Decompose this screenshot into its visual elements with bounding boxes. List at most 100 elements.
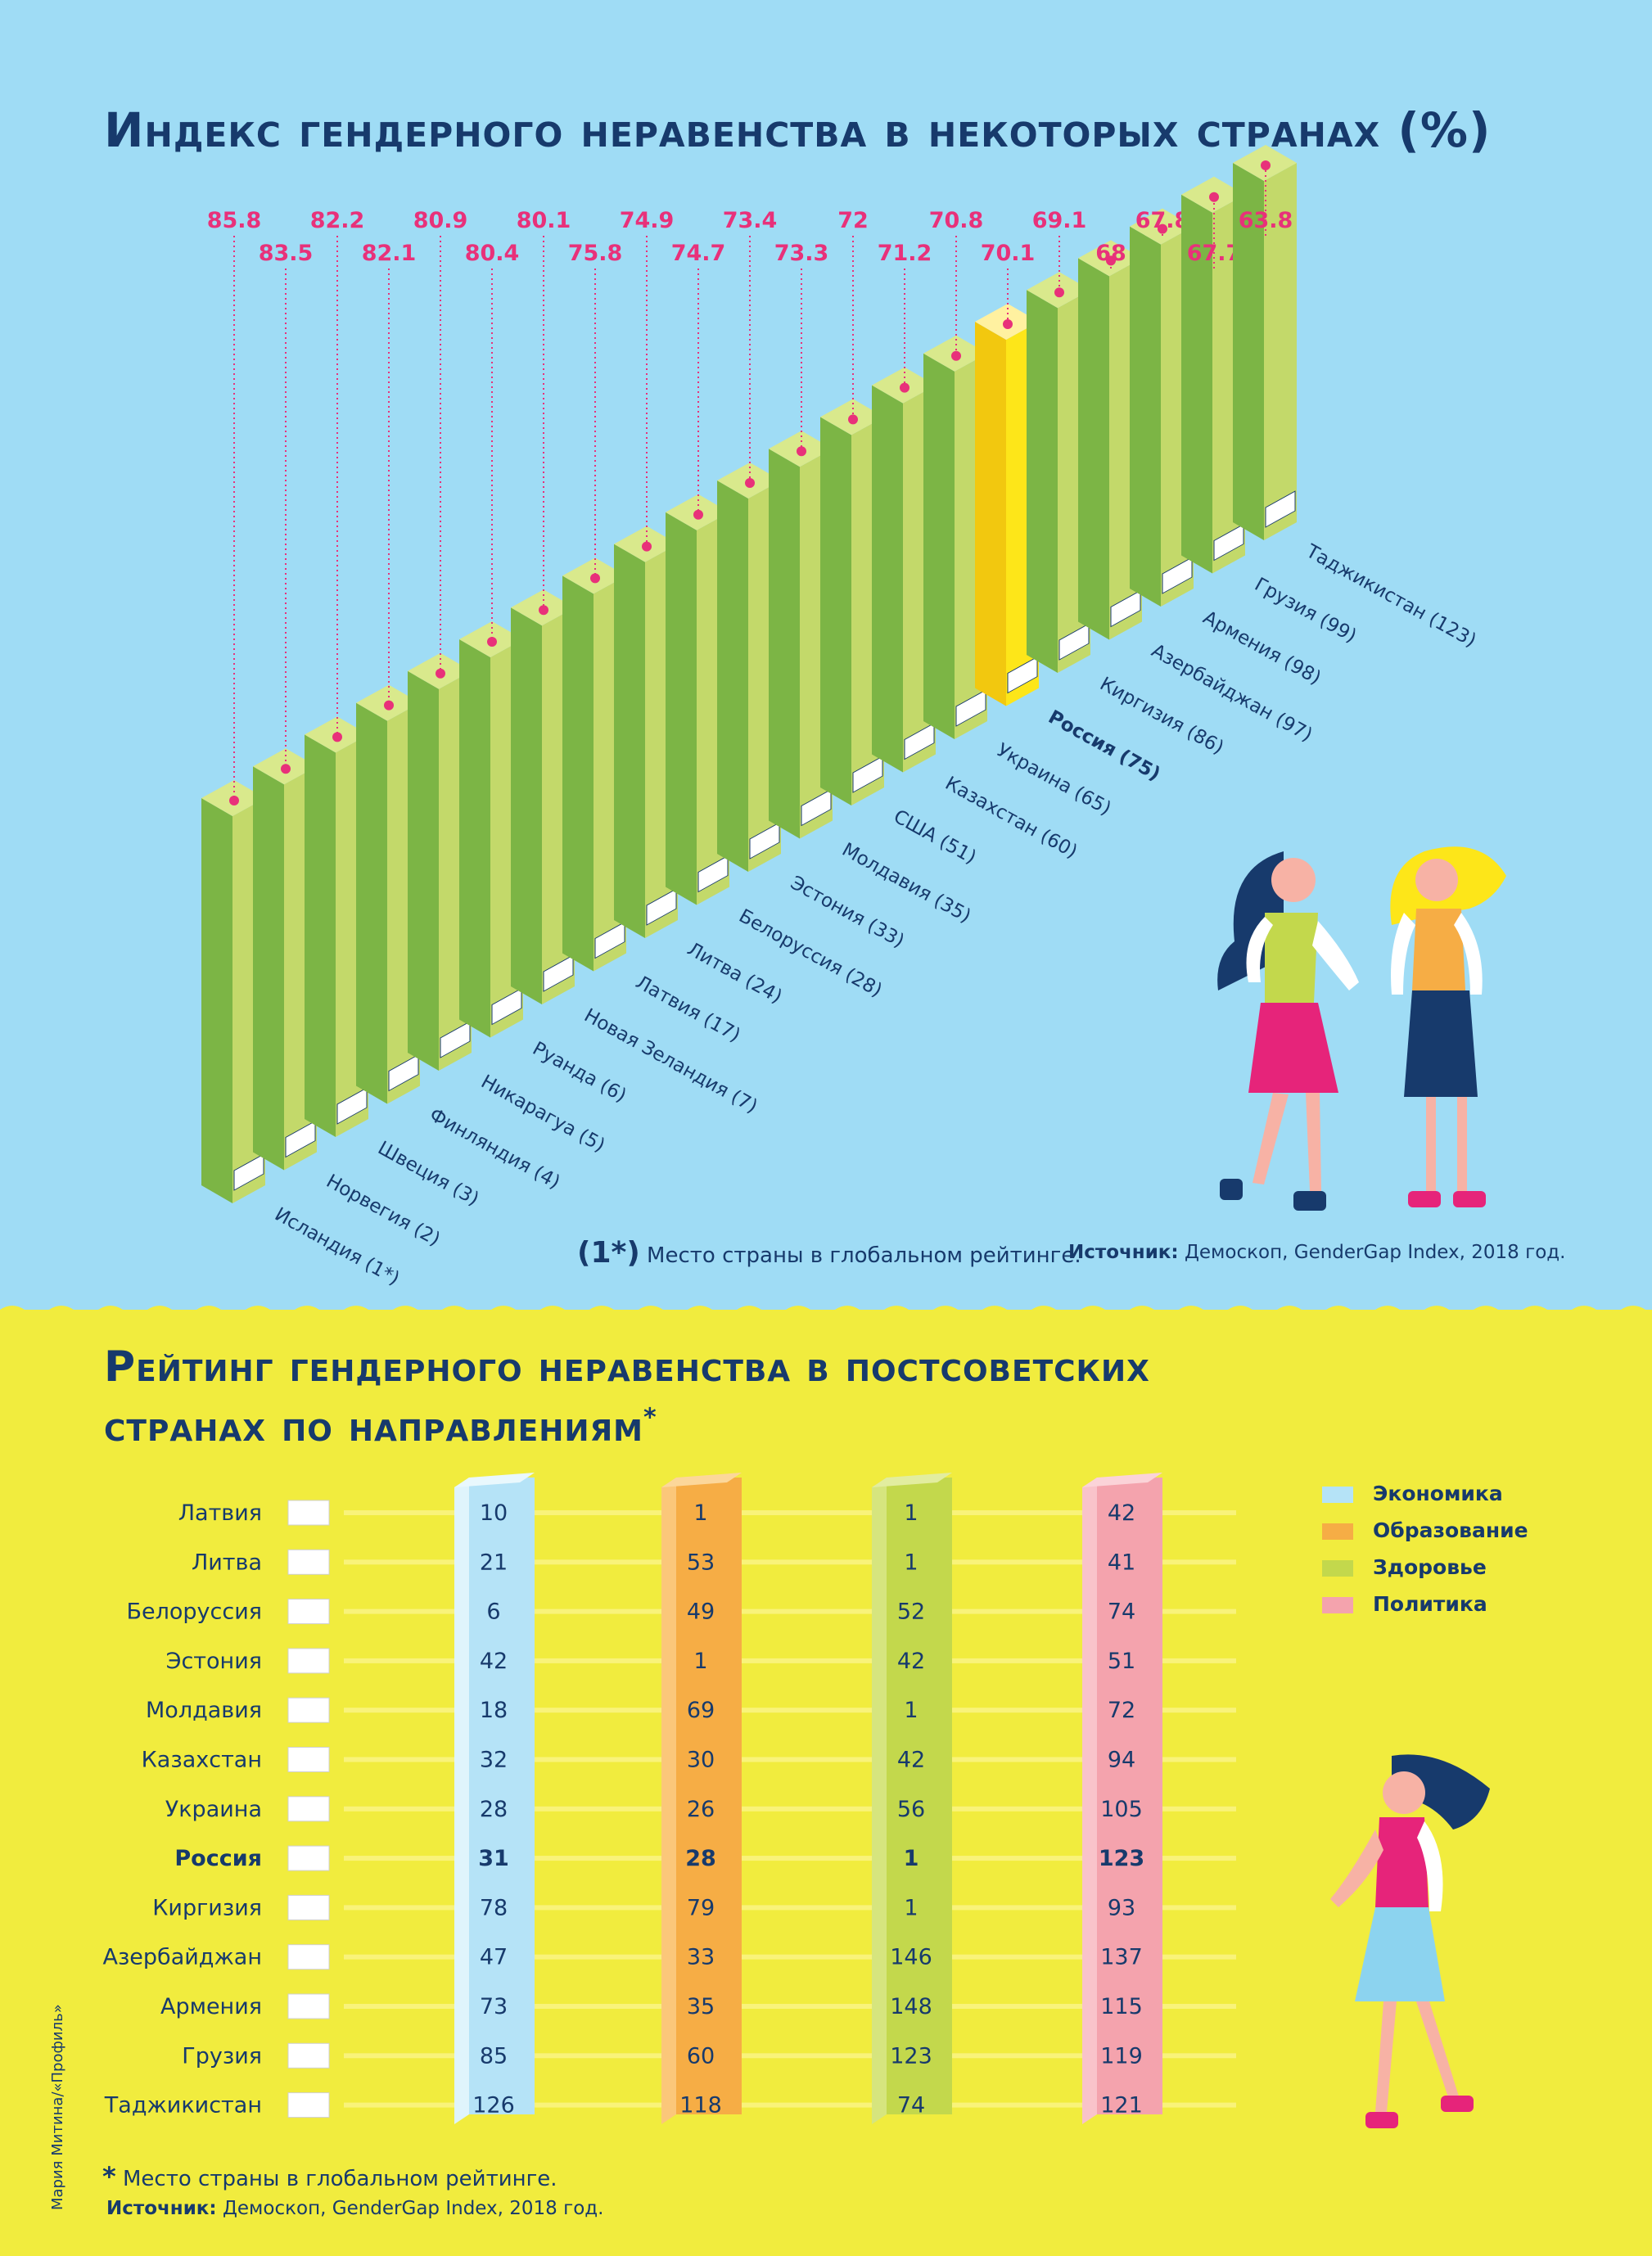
value-dot [848, 414, 858, 425]
flag-icon [904, 722, 935, 760]
value-label: 75.8 [568, 241, 623, 266]
flag-icon [233, 1153, 264, 1191]
flag-icon [955, 689, 986, 727]
flag-icon [1265, 490, 1296, 528]
value-label: 80.4 [465, 241, 520, 266]
source-text: Демоскоп, GenderGap Index, 2018 год. [1184, 1242, 1566, 1263]
footnote-mark: (1*) [577, 1236, 640, 1270]
bar-side [253, 766, 284, 1171]
value-label: 71.2 [878, 241, 932, 266]
value-dot [281, 764, 291, 774]
bar-side [1233, 163, 1264, 540]
flag-icon [697, 855, 729, 893]
value-label: 85.8 [207, 208, 262, 233]
woman-figure-3 [1330, 1754, 1490, 2128]
value-label: 74.9 [620, 208, 675, 233]
value-label: 73.4 [723, 208, 778, 233]
bar-side [666, 512, 697, 905]
value-dot [745, 478, 755, 488]
value-dot [1106, 255, 1116, 266]
chart2-footnote: * Место страны в глобальном рейтинге. [102, 2161, 557, 2192]
value-dot [951, 350, 961, 361]
value-label: 67.8 [1135, 208, 1190, 233]
legend-swatch-education [1322, 1523, 1353, 1540]
flag-icon [1058, 623, 1090, 661]
legend-swatch-politics [1322, 1597, 1353, 1613]
value-label: 82.1 [362, 241, 417, 266]
footnote2-text: Место страны в глобальном рейтинге. [123, 2167, 557, 2191]
value-dot [487, 637, 497, 647]
footnote-text: Место страны в глобальном рейтинге. [647, 1243, 1081, 1268]
flag-icon [646, 888, 677, 926]
legend-label-politics: Политика [1373, 1592, 1487, 1616]
bar-side [1130, 226, 1161, 607]
value-label: 82.2 [310, 208, 365, 233]
value-dot [590, 573, 600, 584]
chart2-title-line1: Рейтинг гендерного неравенства в постсов… [104, 1342, 1150, 1392]
source2-label: Источник: [106, 2198, 217, 2219]
bar-side [305, 734, 336, 1137]
source2-text: Демоскоп, GenderGap Index, 2018 год. [222, 2198, 604, 2219]
bar-side [1078, 258, 1109, 640]
chart1-footnote: (1*) Место страны в глобальном рейтинге. [577, 1236, 1081, 1270]
value-label: 72 [837, 208, 869, 233]
flag-icon [388, 1054, 419, 1092]
chart1-source: Источник: Демоскоп, GenderGap Index, 201… [1068, 1242, 1566, 1263]
value-label: 74.7 [671, 241, 726, 266]
bar-side [923, 353, 955, 739]
author-credit: Мария Митина/«Профиль» [49, 2004, 66, 2210]
value-label: 73.3 [774, 241, 829, 266]
chart2-title-line2-text: странах по направлениям [104, 1402, 644, 1451]
value-dot [384, 700, 394, 711]
flag-icon [1110, 589, 1141, 628]
value-dot [332, 732, 342, 742]
flag-icon [491, 987, 522, 1026]
bar-side [1027, 290, 1058, 673]
source-label: Источник: [1068, 1242, 1179, 1263]
chart2-title-asterisk: * [643, 1403, 657, 1433]
bar-side [820, 417, 851, 805]
bar-side [975, 322, 1006, 706]
bar-side [769, 449, 800, 839]
value-label: 69.1 [1032, 208, 1087, 233]
chart2-source: Источник: Демоскоп, GenderGap Index, 201… [106, 2198, 604, 2219]
woman-figure-2 [1390, 846, 1506, 1207]
flag-icon [285, 1120, 316, 1158]
value-dot [900, 382, 910, 393]
woman-figure-1 [1217, 851, 1359, 1211]
flag-icon [801, 788, 832, 827]
value-dot [1003, 319, 1013, 329]
flag-icon [543, 954, 574, 992]
bar-side [201, 798, 232, 1203]
flag-icon [1007, 656, 1038, 694]
value-dot [797, 446, 806, 457]
flag-icon [1213, 523, 1244, 562]
bar-side [562, 575, 594, 972]
value-label: 80.9 [413, 208, 468, 233]
bar-front [1264, 163, 1297, 540]
wave-divider [0, 1306, 1652, 1326]
bar-side [1181, 194, 1212, 574]
bar-side [459, 639, 490, 1038]
flag-icon [852, 756, 883, 793]
value-dot [229, 796, 239, 805]
bar-side [872, 385, 903, 773]
value-label: 70.1 [981, 241, 1036, 266]
value-label: 67.7 [1187, 241, 1242, 266]
flag-icon [749, 822, 780, 860]
bar-side [717, 481, 748, 872]
value-label: 83.5 [259, 241, 314, 266]
value-label: 70.8 [929, 208, 984, 233]
legend-swatch-economy [1322, 1487, 1353, 1503]
value-dot [1261, 160, 1271, 170]
value-label: 63.8 [1239, 208, 1293, 233]
chart2-title-line2: странах по направлениям* [104, 1402, 657, 1451]
legend-label-education: Образование [1373, 1518, 1528, 1542]
footnote2-mark: * [102, 2161, 116, 2192]
legend-swatch-health [1322, 1560, 1353, 1577]
value-label: 68 [1095, 241, 1126, 266]
value-dot [539, 605, 548, 616]
flag-icon [594, 921, 625, 959]
